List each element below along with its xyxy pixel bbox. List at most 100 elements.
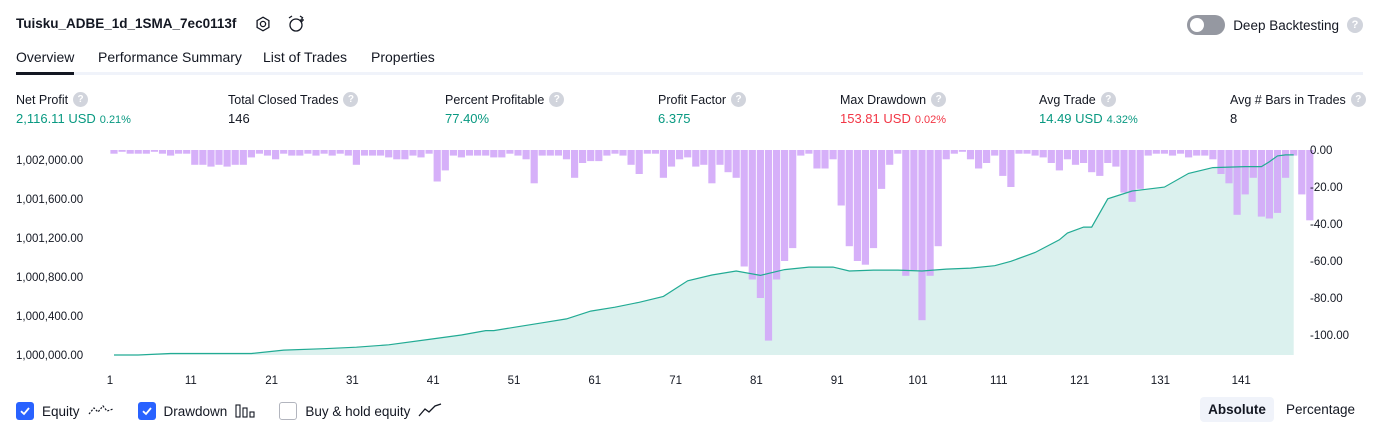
drawdown-bar [498, 150, 506, 158]
drawdown-bar [619, 150, 627, 156]
alarm-plus-icon[interactable] [286, 14, 306, 34]
drawdown-bar [385, 150, 393, 158]
tab-performance-summary[interactable]: Performance Summary [98, 49, 242, 65]
drawdown-bar [215, 150, 223, 165]
drawdown-bar [902, 150, 910, 276]
drawdown-bar [773, 150, 781, 280]
buy-hold-checkbox[interactable] [279, 402, 298, 420]
percentage-button[interactable]: Percentage [1285, 402, 1355, 417]
drawdown-bar [207, 150, 215, 167]
metric-percent: 0.21% [99, 114, 131, 126]
info-icon[interactable]: ? [549, 92, 565, 107]
drawdown-bar [1160, 150, 1168, 154]
drawdown-bar [1201, 150, 1209, 156]
drawdown-bar [1177, 150, 1185, 154]
drawdown-bar [1290, 150, 1298, 156]
metric-value: 153.81 [840, 111, 880, 126]
metrics-row: Net Profit? 2,116.11 USD 0.21% Total Clos… [16, 92, 1366, 132]
equity-area [114, 154, 1294, 355]
drawdown-bar [821, 150, 829, 169]
drawdown-bar [1055, 150, 1063, 171]
tab-overview[interactable]: Overview [16, 49, 75, 75]
info-icon[interactable]: ? [1350, 92, 1366, 107]
deep-backtesting-toggle[interactable] [1187, 15, 1226, 35]
metric-percent-profitable: Percent Profitable? 77.40% [445, 92, 565, 126]
drawdown-bar [571, 150, 579, 178]
drawdown-bar [716, 150, 724, 165]
info-icon[interactable]: ? [1100, 92, 1116, 107]
metric-value: 146 [228, 111, 250, 126]
drawdown-bar [1185, 150, 1193, 158]
drawdown-bar [878, 150, 886, 189]
info-icon[interactable]: ? [73, 92, 89, 107]
drawdown-bar [191, 150, 199, 165]
legend-equity[interactable]: Equity [16, 402, 114, 421]
drawdown-bar [1096, 150, 1104, 176]
drawdown-bar [781, 150, 789, 261]
absolute-button[interactable]: Absolute [1200, 397, 1274, 422]
legend-label: Equity [42, 403, 80, 419]
info-icon[interactable]: ? [731, 92, 747, 107]
drawdown-bar [789, 150, 797, 249]
drawdown-bar [465, 150, 474, 156]
drawdown-bar [280, 150, 288, 154]
strategy-header: Tuisku_ADBE_1d_1SMA_7ec0113f Deep Backte… [16, 12, 1363, 38]
drawdown-bar [1023, 150, 1031, 154]
drawdown-bar [1128, 150, 1136, 202]
drawdown-bar [926, 150, 934, 276]
tab-properties[interactable]: Properties [371, 49, 435, 65]
drawdown-bar [199, 150, 207, 165]
drawdown-bar [126, 150, 134, 154]
drawdown-bar [1298, 150, 1306, 195]
legend-drawdown[interactable]: Drawdown [137, 402, 256, 421]
drawdown-bar [393, 150, 401, 160]
info-icon[interactable]: ? [343, 92, 359, 107]
drawdown-bar [684, 150, 692, 158]
drawdown-bar [514, 150, 522, 156]
y-left-tick: 1,000,800.00 [16, 272, 83, 284]
help-icon[interactable]: ? [1347, 17, 1363, 33]
drawdown-bar [1120, 150, 1128, 193]
drawdown-bar [1306, 150, 1314, 221]
x-tick: 111 [990, 375, 1007, 387]
drawdown-bar [409, 150, 417, 156]
metric-net-profit: Net Profit? 2,116.11 USD 0.21% [16, 92, 131, 126]
drawdown-bar [934, 150, 942, 247]
equity-checkbox[interactable] [16, 402, 34, 420]
drawdown-bar [1063, 150, 1071, 160]
drawdown-bar [659, 150, 667, 178]
drawdown-bar [506, 150, 514, 154]
metric-value: 2,116.11 [16, 111, 65, 126]
drawdown-bar [635, 150, 643, 174]
gear-icon[interactable] [253, 14, 273, 34]
strategy-name: Tuisku_ADBE_1d_1SMA_7ec0113f [16, 16, 237, 31]
x-tick: 141 [1232, 375, 1251, 387]
drawdown-bar [756, 150, 764, 298]
drawdown-bar [377, 150, 385, 156]
drawdown-bar [522, 150, 530, 160]
metric-avg-trade: Avg Trade? 14.49 USD 4.32% [1039, 92, 1138, 126]
metric-unit: USD [1075, 111, 1103, 126]
drawdown-bar [1273, 150, 1282, 213]
metric-label: Percent Profitable [445, 92, 545, 107]
drawdown-bar [312, 150, 320, 156]
drawdown-bar [158, 150, 167, 154]
info-icon[interactable]: ? [931, 92, 947, 107]
drawdown-bar [595, 150, 603, 162]
y-right-tick: -80.00 [1310, 293, 1343, 305]
metric-percent: 4.32% [1106, 114, 1138, 126]
drawdown-bar [942, 150, 950, 160]
drawdown-bar [417, 150, 425, 158]
tab-list-of-trades[interactable]: List of Trades [263, 49, 348, 65]
drawdown-bar [1031, 150, 1039, 156]
drawdown-bar [490, 150, 498, 158]
drawdown-bar [1047, 150, 1055, 163]
drawdown-bar [1080, 150, 1088, 163]
drawdown-bar [918, 150, 926, 321]
drawdown-bar [562, 150, 571, 160]
x-tick: 101 [908, 375, 927, 387]
equity-drawdown-chart[interactable]: 1,000,000.00 1,000,400.00 1,000,800.00 1,00… [0, 140, 1379, 390]
tab-bar: Overview Performance Summary List of Tra… [16, 44, 1363, 75]
drawdown-checkbox[interactable] [137, 402, 156, 420]
legend-buy-hold-equity[interactable]: Buy & hold equity [279, 402, 442, 421]
